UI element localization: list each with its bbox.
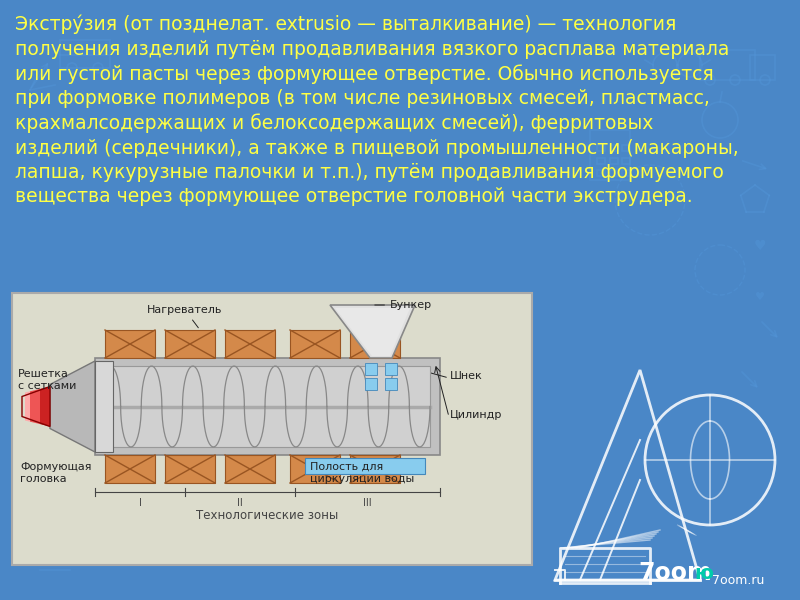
Bar (350, 330, 400, 358)
Text: Цилиндр: Цилиндр (450, 410, 502, 420)
Bar (60, 40, 110, 68)
Text: III: III (363, 498, 372, 508)
Bar (750, 55, 775, 80)
Bar (165, 455, 215, 483)
Text: ♥: ♥ (755, 292, 765, 302)
Polygon shape (35, 389, 40, 424)
Bar (700, 50, 755, 80)
Bar (622, 170, 630, 176)
Polygon shape (330, 305, 415, 358)
Text: II: II (237, 498, 243, 508)
Bar (590, 130, 630, 180)
Text: Бункер: Бункер (374, 300, 432, 310)
Text: Формующая
головка: Формующая головка (20, 462, 91, 484)
Bar (622, 158, 630, 164)
Polygon shape (40, 388, 45, 425)
Polygon shape (25, 391, 30, 422)
Text: 7oom: 7oom (638, 561, 712, 585)
Bar (95, 361, 113, 452)
Text: ю: ю (694, 564, 713, 583)
Polygon shape (45, 386, 50, 427)
Bar (350, 455, 400, 483)
Bar (385, 363, 397, 375)
Text: 7oom.ru: 7oom.ru (712, 574, 764, 587)
Bar (365, 363, 377, 375)
Text: Решетка
с сетками: Решетка с сетками (18, 369, 76, 391)
Bar (305, 458, 425, 474)
Bar (622, 145, 630, 151)
Bar (610, 145, 618, 151)
Bar (165, 330, 215, 358)
Bar (105, 455, 155, 483)
Bar (290, 330, 340, 358)
Bar (95, 358, 440, 455)
Polygon shape (50, 361, 95, 452)
Bar (365, 378, 377, 390)
Bar (385, 378, 397, 390)
Polygon shape (30, 390, 35, 423)
Bar (105, 330, 155, 358)
Bar (610, 158, 618, 164)
Polygon shape (335, 308, 410, 356)
Text: ♥: ♥ (754, 239, 766, 253)
Text: Технологические зоны: Технологические зоны (196, 509, 338, 522)
Text: Нагреватель: Нагреватель (147, 305, 222, 328)
Bar (597, 158, 605, 164)
Bar (610, 170, 618, 176)
Text: Шнек: Шнек (450, 371, 482, 381)
Bar (597, 170, 605, 176)
Bar (597, 145, 605, 151)
Bar (225, 330, 275, 358)
Text: Полость для
циркуляции воды: Полость для циркуляции воды (310, 462, 414, 484)
Bar (100, 366, 430, 447)
Text: I: I (138, 498, 142, 508)
FancyBboxPatch shape (12, 293, 532, 565)
Bar (225, 455, 275, 483)
Text: Экстру́зия (от позднелат. extrusio — выталкивание) — технология
получения издели: Экстру́зия (от позднелат. extrusio — выт… (15, 15, 738, 206)
Bar (290, 455, 340, 483)
